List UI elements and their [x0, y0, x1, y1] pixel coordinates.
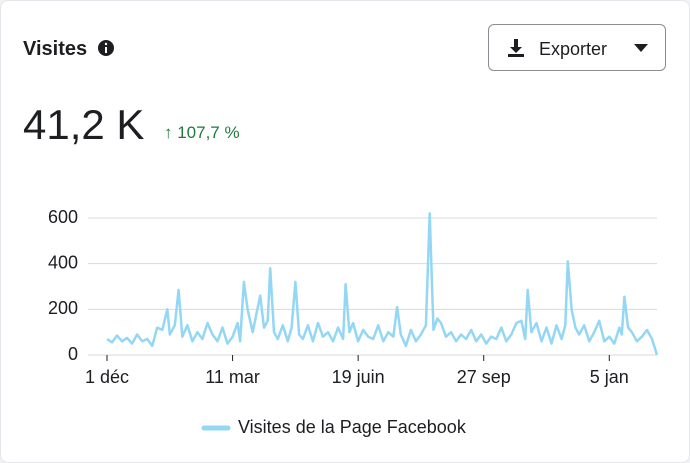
change-value: ↑ 107,7 % — [164, 123, 240, 142]
x-tick-label: 27 sep — [457, 367, 511, 387]
x-tick-label: 11 mar — [205, 367, 260, 387]
y-tick-label: 400 — [48, 252, 78, 272]
series-line — [106, 212, 659, 356]
export-button[interactable]: Exporter — [488, 24, 666, 71]
legend-label: Visites de la Page Facebook — [238, 417, 467, 437]
card-title: Visites — [23, 37, 114, 61]
x-tick-label: 19 juin — [332, 367, 385, 387]
y-tick-label: 600 — [48, 207, 78, 227]
button-label: Exporter — [539, 39, 608, 59]
x-tick-label: 5 jan — [590, 367, 629, 387]
download-icon — [508, 39, 524, 57]
y-tick-label: 200 — [48, 298, 78, 318]
x-tick-label: 1 déc — [85, 367, 129, 387]
caret-icon — [634, 44, 648, 52]
y-tick-label: 0 — [68, 344, 78, 364]
info-icon[interactable] — [97, 39, 115, 57]
title-text: Visites — [23, 38, 88, 60]
total-value: 41,2 K — [23, 101, 145, 148]
